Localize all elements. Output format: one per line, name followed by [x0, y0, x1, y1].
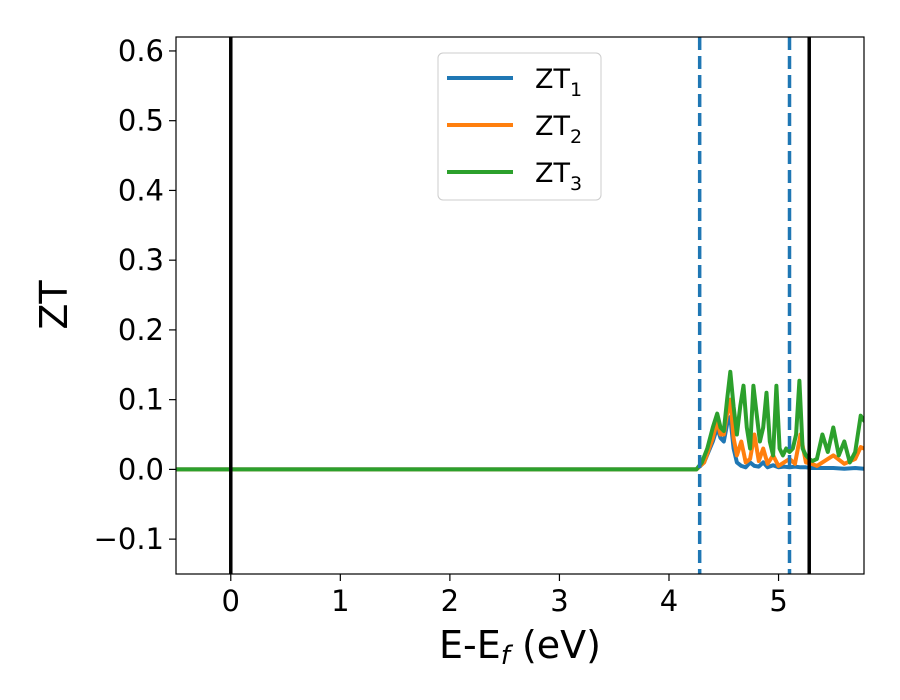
x-tick-label: 4 — [660, 584, 678, 618]
x-tick-label: 2 — [441, 584, 459, 618]
axes-layer: 0 1 2 3 4 5 −0.1 0.0 0.1 0.2 0.3 0.4 0.5 0.6 — [94, 34, 788, 618]
y-tick-label: 0.0 — [118, 452, 164, 486]
legend-label-zt3: ZT3 — [535, 158, 582, 195]
legend-label-zt2: ZT2 — [535, 111, 582, 148]
x-tick-label: 5 — [769, 584, 787, 618]
x-tick-label: 3 — [550, 584, 568, 618]
x-axis-label: E-Ef (eV) — [439, 623, 601, 671]
y-tick-label: 0.5 — [118, 104, 164, 138]
legend-label-zt1: ZT1 — [535, 64, 582, 101]
series-line-zt3 — [176, 369, 864, 472]
legend-box — [437, 52, 602, 201]
x-tick-label: 0 — [222, 584, 240, 618]
y-tick-label: 0.2 — [118, 313, 164, 347]
x-axis-label-unit: (eV) — [510, 623, 601, 667]
plot-frame — [175, 36, 865, 575]
y-tick-label: 0.4 — [118, 173, 164, 207]
legend: ZT1 ZT2 ZT3 — [437, 52, 602, 201]
series-line-zt2 — [176, 397, 864, 472]
series-line-zt1 — [176, 415, 864, 472]
plot-layer — [176, 37, 864, 574]
y-tick-label: −0.1 — [94, 522, 164, 556]
y-tick-label: 0.3 — [118, 243, 164, 277]
y-axis-label: ZT — [32, 280, 76, 330]
y-tick-label: 0.6 — [118, 34, 164, 68]
x-tick-label: 1 — [331, 584, 349, 618]
y-tick-label: 0.1 — [118, 383, 164, 417]
x-axis-label-main: E-E — [439, 623, 501, 667]
